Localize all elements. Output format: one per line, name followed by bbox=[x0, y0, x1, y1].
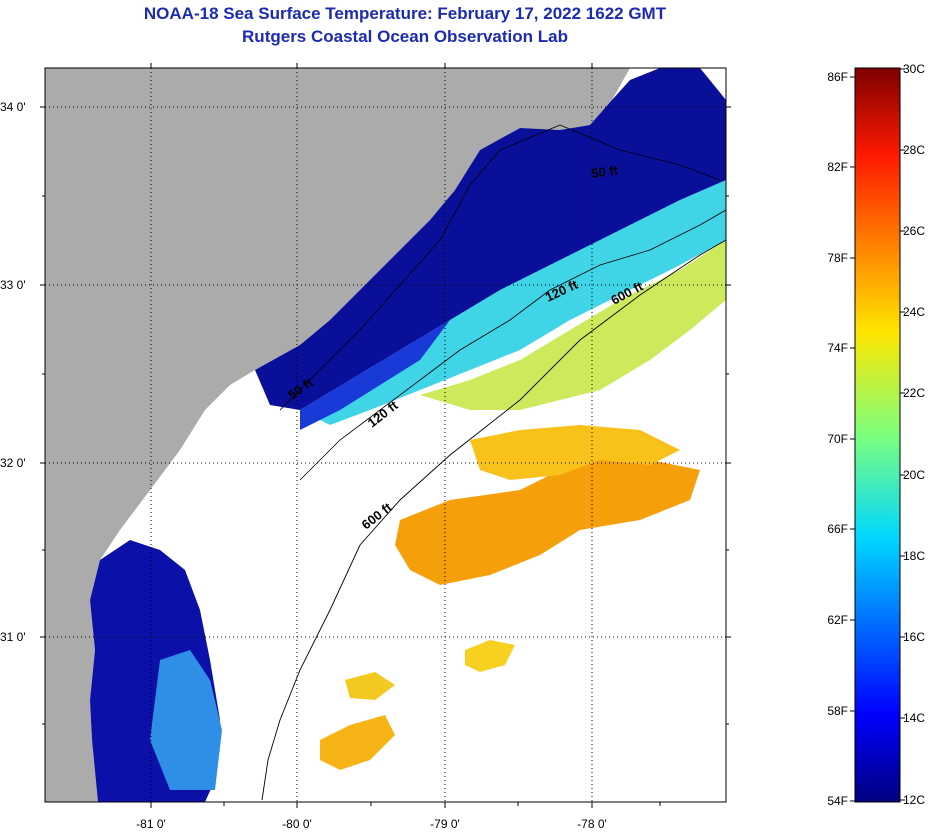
colorbar-label-78f: 78F bbox=[827, 251, 848, 265]
lon-label-81: -81 0' bbox=[136, 817, 166, 831]
lon-label-78: -78 0' bbox=[577, 817, 607, 831]
contour-600ft bbox=[261, 239, 726, 801]
colorbar-f-ticks bbox=[850, 76, 855, 802]
colorbar-label-86f: 86F bbox=[827, 70, 848, 84]
warm-water-band bbox=[470, 425, 680, 480]
colorbar-label-74f: 74F bbox=[827, 341, 848, 355]
cold-coastal-water-mid bbox=[300, 320, 450, 430]
map-frame bbox=[44, 67, 727, 803]
cool-water-south bbox=[150, 650, 222, 790]
colorbar-label-18c: 18C bbox=[903, 549, 925, 563]
warm-patch-mid bbox=[345, 672, 395, 700]
lat-label-34: 34 0' bbox=[0, 100, 26, 114]
contour-120ft bbox=[299, 209, 726, 481]
cold-coastal-water-north bbox=[255, 68, 726, 410]
land-mass bbox=[45, 68, 630, 802]
colorbar-label-16c: 16C bbox=[903, 630, 925, 644]
colorbar-label-62f: 62F bbox=[827, 613, 848, 627]
axis-ticks bbox=[40, 63, 731, 808]
colorbar-label-12c: 12C bbox=[903, 793, 925, 807]
map-title: NOAA-18 Sea Surface Temperature: Februar… bbox=[143, 4, 667, 23]
graticule bbox=[45, 68, 726, 802]
colorbar-label-30c: 30C bbox=[903, 62, 925, 76]
colorbar-c-ticks bbox=[900, 68, 905, 801]
colorbar-label-54f: 54F bbox=[827, 794, 848, 808]
colorbar-label-22c: 22C bbox=[903, 386, 925, 400]
colorbar-label-26c: 26C bbox=[903, 224, 925, 238]
contour-label-50ft-north: 50 ft bbox=[590, 162, 619, 181]
lat-label-31: 31 0' bbox=[0, 630, 26, 644]
colorbar-label-82f: 82F bbox=[827, 160, 848, 174]
colorbar-label-58f: 58F bbox=[827, 704, 848, 718]
colorbar-label-24c: 24C bbox=[903, 305, 925, 319]
colorbar-label-20c: 20C bbox=[903, 468, 925, 482]
contour-50ft bbox=[279, 124, 721, 411]
gulf-stream-band bbox=[420, 240, 726, 410]
warm-water-region bbox=[395, 455, 700, 585]
map-subtitle: Rutgers Coastal Ocean Observation Lab bbox=[242, 27, 568, 46]
lat-label-33: 33 0' bbox=[0, 278, 26, 292]
lon-label-79: -79 0' bbox=[430, 817, 460, 831]
lat-label-32: 32 0' bbox=[0, 456, 26, 470]
map-area: 50 ft 120 ft 600 ft 50 ft 120 ft 600 ft bbox=[45, 68, 726, 802]
colorbar bbox=[854, 67, 901, 803]
colorbar-label-70f: 70F bbox=[827, 432, 848, 446]
colorbar-label-66f: 66F bbox=[827, 522, 848, 536]
colorbar-label-14c: 14C bbox=[903, 711, 925, 725]
warm-patch-center bbox=[465, 640, 515, 672]
warm-patch-south bbox=[320, 715, 395, 770]
colorbar-label-28c: 28C bbox=[903, 143, 925, 157]
lon-label-80: -80 0' bbox=[282, 817, 312, 831]
